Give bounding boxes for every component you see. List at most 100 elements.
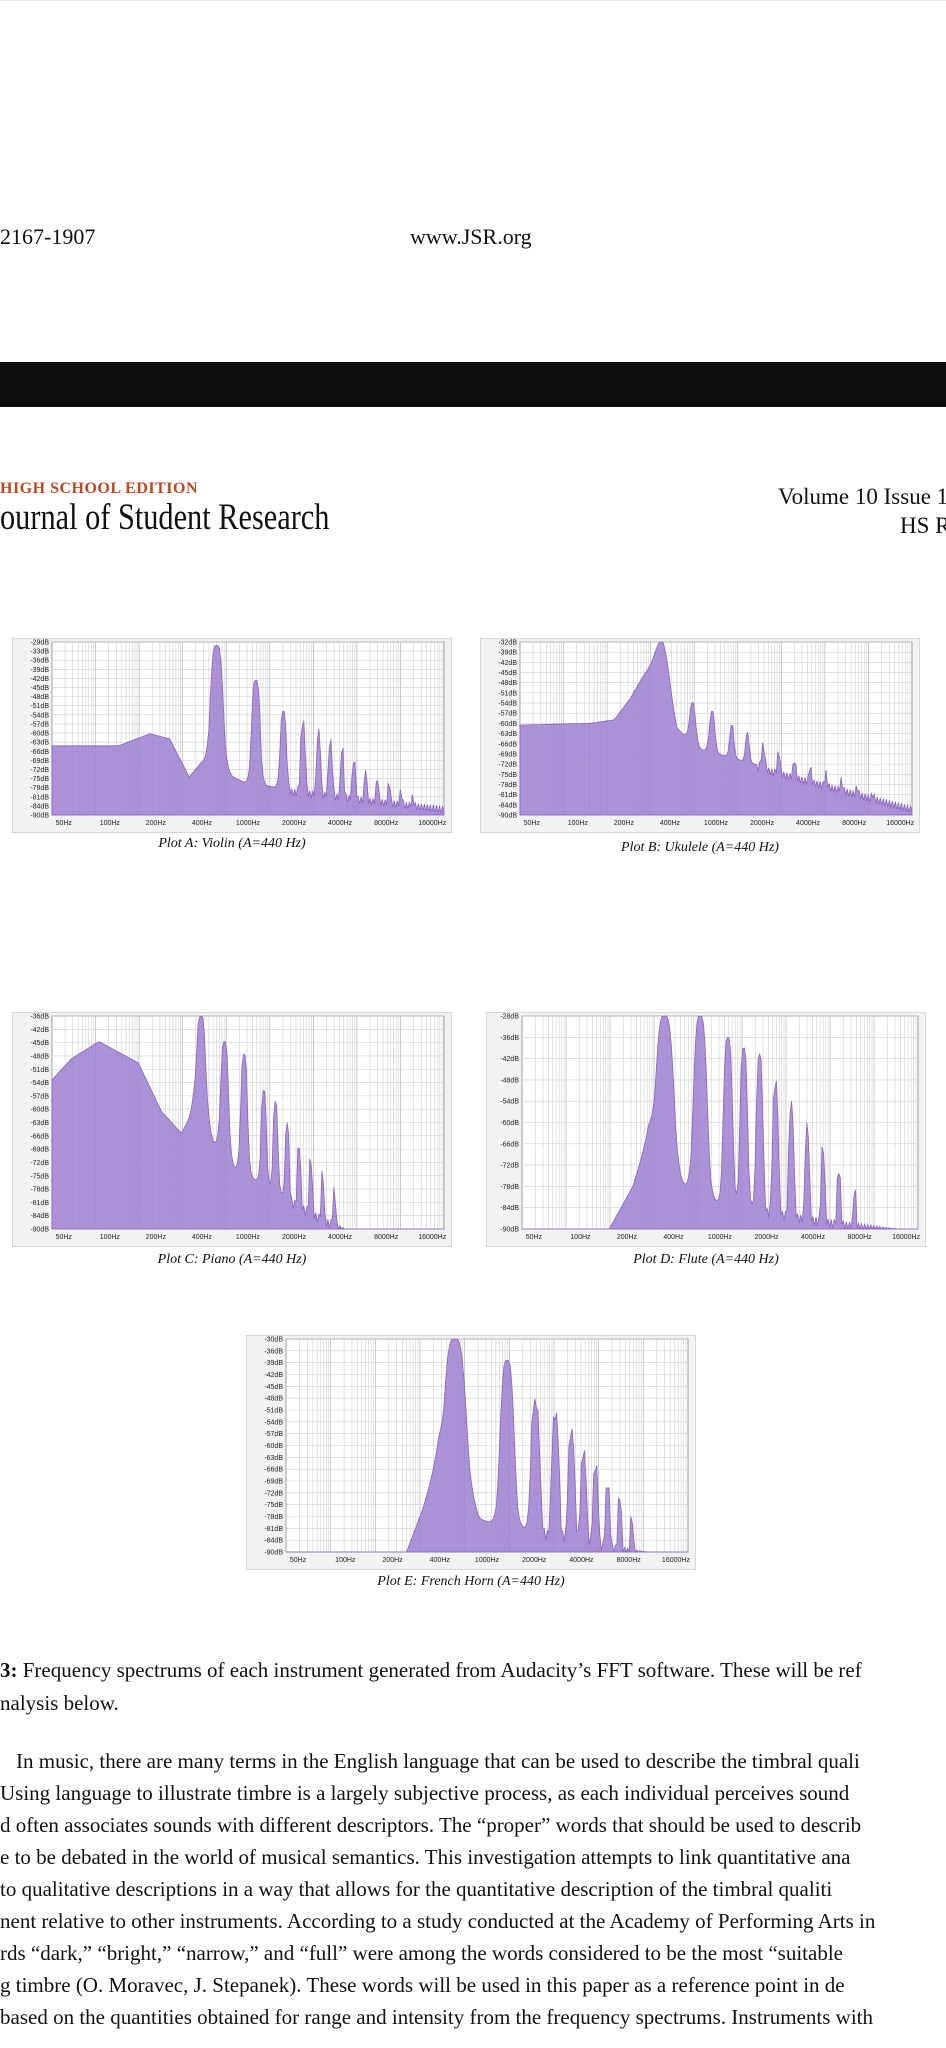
- y-tick-label: -66dB: [30, 1133, 49, 1140]
- y-tick-label: -75dB: [264, 1502, 283, 1509]
- y-tick-label: -63dB: [30, 1120, 49, 1127]
- y-tick-label: -84dB: [498, 802, 517, 809]
- x-tick-label: 400Hz: [663, 1234, 684, 1241]
- y-tick-label: -90dB: [264, 1550, 283, 1557]
- paragraph-line-9: based on the quantities obtained for ran…: [0, 2005, 874, 2029]
- site-url: www.JSR.org: [410, 224, 532, 249]
- y-tick-label: -66dB: [500, 1141, 519, 1148]
- x-tick-label: 8000Hz: [374, 1234, 399, 1241]
- plot-b-ukulele: -32dB -39dB -42dB -45dB -48dB -51dB -54dB -57dB…: [480, 638, 920, 833]
- x-tick-label: 200Hz: [382, 1557, 403, 1564]
- x-tick-label: 200Hz: [146, 820, 167, 827]
- y-tick-label: -90dB: [500, 1227, 519, 1234]
- y-tick-label: -36dB: [30, 1014, 49, 1021]
- x-tick-label: 100Hz: [335, 1557, 356, 1564]
- y-tick-label: -36dB: [500, 1035, 519, 1042]
- y-tick-label: -54dB: [30, 1080, 49, 1087]
- x-tick-label: 4000Hz: [569, 1557, 594, 1564]
- y-tick-label: -36dB: [30, 658, 49, 665]
- journal-title: ournal of Student Research: [0, 497, 330, 538]
- y-tick-label: -81dB: [30, 1200, 49, 1207]
- y-tick-label: -45dB: [498, 670, 517, 677]
- y-tick-label: -48dB: [30, 1053, 49, 1060]
- y-tick-label: -63dB: [498, 731, 517, 738]
- y-tick-label: -81dB: [498, 792, 517, 799]
- y-tick-label: -90dB: [498, 813, 517, 820]
- x-tick-label: 1000Hz: [704, 820, 729, 827]
- y-tick-label: -81dB: [264, 1526, 283, 1533]
- y-tick-label: -69dB: [498, 751, 517, 758]
- plot-a-caption: Plot A: Violin (A=440 Hz): [158, 836, 306, 851]
- y-tick-label: -72dB: [30, 1160, 49, 1167]
- y-tick-label: -60dB: [30, 1107, 49, 1114]
- y-tick-label: -42dB: [498, 660, 517, 667]
- spectrum-fill: [51, 645, 445, 816]
- volume-label: Volume 10 Issue 1: [778, 484, 946, 509]
- y-tick-label: -78dB: [30, 1187, 49, 1194]
- x-tick-label: 8000Hz: [848, 1234, 873, 1241]
- figure-caption-line-1: 3: Frequency spectrums of each instrumen…: [0, 1657, 862, 1684]
- y-tick-label: -60dB: [30, 731, 49, 738]
- x-tick-label: 2000Hz: [750, 820, 775, 827]
- y-tick-label: -63dB: [264, 1455, 283, 1462]
- y-tick-label: -84dB: [500, 1205, 519, 1212]
- y-tick-label: -60dB: [264, 1443, 283, 1450]
- spectrum-fill: [51, 1015, 444, 1231]
- paragraph-line-5: to qualitative descriptions in a way tha…: [0, 1877, 833, 1901]
- paragraph-line-2: Using language to illustrate timbre is a…: [0, 1781, 850, 1805]
- y-tick-label: -48dB: [500, 1077, 519, 1084]
- x-tick-label: 2000Hz: [282, 820, 307, 827]
- y-tick-label: -51dB: [30, 1067, 49, 1074]
- spectrum-plot: -36dB -42dB -45dB -48dB -51dB -54dB -57dB -60dB…: [12, 1012, 452, 1247]
- x-tick-label: 200Hz: [146, 1234, 167, 1241]
- paragraph-line-1: In music, there are many terms in the En…: [16, 1749, 860, 1773]
- y-tick-label: -51dB: [498, 690, 517, 697]
- x-tick-label: 8000Hz: [374, 820, 399, 827]
- y-tick-label: -54dB: [264, 1419, 283, 1426]
- x-tick-label: 2000Hz: [754, 1234, 779, 1241]
- spectrum-fill: [286, 1338, 688, 1554]
- x-tick-label: 400Hz: [192, 820, 213, 827]
- plot-e-caption: Plot E: French Horn (A=440 Hz): [377, 1574, 565, 1589]
- plot-c-caption: Plot C: Piano (A=440 Hz): [157, 1252, 307, 1267]
- plot-a-violin: -29dB -33dB -36dB -39dB -42dB -45dB -48dB -51dB…: [12, 638, 452, 833]
- x-tick-label: 50Hz: [56, 1234, 73, 1241]
- paragraph-line-6: nent relative to other instruments. Acco…: [0, 1909, 876, 1933]
- y-tick-label: -72dB: [264, 1490, 283, 1497]
- y-tick-label: -81dB: [30, 794, 49, 801]
- x-tick-label: 1000Hz: [708, 1234, 733, 1241]
- spectrum-plot: -32dB -39dB -42dB -45dB -48dB -51dB -54dB -57dB…: [480, 638, 920, 833]
- y-tick-label: -42dB: [264, 1372, 283, 1379]
- y-tick-label: -29dB: [30, 640, 49, 647]
- hs-label: HS R: [900, 513, 946, 538]
- spectrum-fill: [522, 1015, 918, 1231]
- x-tick-label: 100Hz: [100, 1234, 121, 1241]
- x-tick-label: 50Hz: [524, 820, 541, 827]
- x-tick-label: 2000Hz: [282, 1234, 307, 1241]
- y-tick-label: -54dB: [30, 712, 49, 719]
- x-tick-label: 50Hz: [56, 820, 73, 827]
- x-tick-label: 200Hz: [614, 820, 635, 827]
- plot-c-piano: -36dB -42dB -45dB -48dB -51dB -54dB -57dB -60dB…: [12, 1012, 452, 1247]
- y-tick-label: -90dB: [30, 813, 49, 820]
- y-tick-label: -75dB: [498, 772, 517, 779]
- x-tick-label: 1000Hz: [475, 1557, 500, 1564]
- x-tick-label: 50Hz: [526, 1234, 543, 1241]
- x-tick-label: 4000Hz: [328, 820, 353, 827]
- y-tick-label: -78dB: [264, 1514, 283, 1521]
- header-bar: [0, 362, 946, 407]
- y-tick-label: -42dB: [500, 1056, 519, 1063]
- y-tick-label: -45dB: [30, 685, 49, 692]
- y-tick-label: -75dB: [30, 1173, 49, 1180]
- x-tick-label: 4000Hz: [801, 1234, 826, 1241]
- y-tick-label: -78dB: [30, 785, 49, 792]
- y-tick-label: -69dB: [30, 1147, 49, 1154]
- y-tick-label: -51dB: [30, 703, 49, 710]
- y-tick-label: -57dB: [30, 721, 49, 728]
- y-tick-label: -54dB: [498, 701, 517, 708]
- x-tick-label: 400Hz: [660, 820, 681, 827]
- y-tick-label: -42dB: [30, 1027, 49, 1034]
- plot-d-flute: -28dB -36dB -42dB -48dB -54dB -60dB -66dB -72dB…: [486, 1012, 926, 1247]
- edition-label: HIGH SCHOOL EDITION: [0, 480, 198, 497]
- paragraph-line-7: rds “dark,” “bright,” “narrow,” and “ful…: [0, 1941, 843, 1965]
